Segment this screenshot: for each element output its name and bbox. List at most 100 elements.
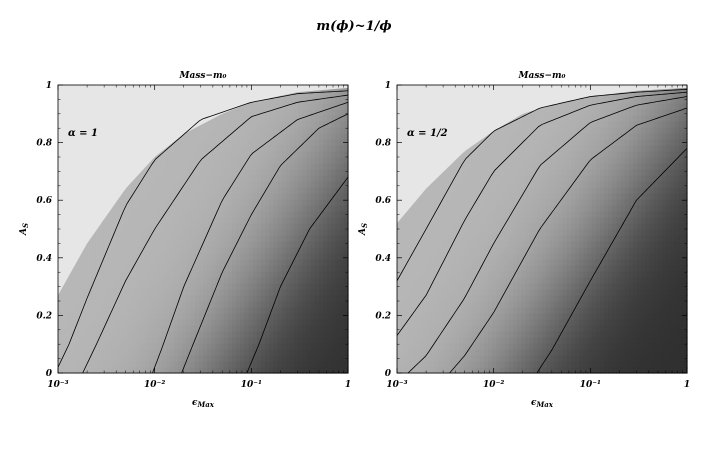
shading-cell [256,211,262,218]
shading-cell [331,265,337,272]
shading-cell [227,115,233,122]
shading-cell [198,277,204,284]
shading-cell [343,163,349,170]
shading-cell [417,241,423,248]
shading-cell [409,301,415,308]
shading-cell [319,223,324,230]
shading-cell [178,325,183,332]
shading-cell [405,229,411,236]
shading-cell [169,277,175,284]
shading-cell [413,277,419,284]
shading-cell [198,265,204,272]
shading-cell [211,223,217,230]
shading-cell [323,259,328,266]
shading-cell [136,211,142,218]
shading-cell [446,259,452,266]
shading-cell [136,193,142,200]
shading-cell [236,127,241,134]
shading-cell [463,223,469,230]
shading-cell [211,163,217,170]
shading-cell [484,199,489,206]
shading-cell [475,181,481,188]
shading-cell [165,163,171,170]
shading-cell [298,331,304,338]
shading-cell [426,325,431,332]
shading-cell [207,121,212,128]
shading-cell [496,157,502,164]
shading-cell [488,289,493,296]
shading-cell [500,337,506,344]
shading-cell [87,325,92,332]
shading-cell [446,181,452,188]
shading-cell [285,247,291,254]
shading-cell [87,319,92,326]
shading-cell [265,259,270,266]
shading-cell [277,271,283,278]
shading-cell [310,157,316,164]
shading-cell [273,241,279,248]
shading-cell [467,145,473,152]
shading-cell [223,199,229,206]
shading-cell [78,355,84,362]
shading-cell [203,145,208,152]
shading-cell [302,259,308,266]
shading-cell [343,361,349,368]
shading-cell [223,331,229,338]
shading-cell [467,217,473,224]
shading-cell [240,169,246,176]
shading-cell [236,115,241,122]
shading-cell [261,133,266,140]
shading-cell [157,187,163,194]
shading-cell [426,283,431,290]
shading-cell [128,337,134,344]
shading-cell [227,127,233,134]
shading-cell [508,295,514,302]
shading-cell [463,325,469,332]
shading-cell [310,319,316,326]
shading-cell [327,283,333,290]
shading-cell [149,259,154,266]
shading-cell [446,241,452,248]
shading-cell [335,175,341,182]
shading-cell [174,151,179,158]
shading-cell [310,367,316,374]
shading-cell [306,121,312,128]
shading-cell [261,139,266,146]
shading-cell [244,145,250,152]
shading-cell [215,349,221,356]
shading-cell [463,241,469,248]
shading-cell [149,181,154,188]
shading-cell [232,205,237,212]
shading-cell [517,331,522,338]
shading-cell [252,343,258,350]
shading-cell [128,301,134,308]
shading-cell [265,355,270,362]
shading-cell [335,115,341,122]
shading-cell [463,355,469,362]
shading-cell [319,337,324,344]
shading-cell [252,193,258,200]
shading-cell [319,235,324,242]
shading-cell [517,319,522,326]
shading-cell [186,265,192,272]
shading-cell [450,199,456,206]
shading-cell [78,331,84,338]
shading-cell [248,289,254,296]
shading-cell [442,217,448,224]
shading-cell [294,187,299,194]
shading-cell [232,301,237,308]
shading-cell [107,343,113,350]
shading-cell [314,91,320,98]
shading-cell [327,241,333,248]
shading-cell [521,343,527,350]
shading-cell [463,259,469,266]
shading-cell [521,361,527,368]
shading-cell [165,241,171,248]
shading-cell [421,349,427,356]
shading-cell [198,247,204,254]
shading-cell [219,223,225,230]
shading-cell [232,295,237,302]
shading-cell [107,289,113,296]
shading-cell [120,253,125,260]
shading-cell [265,211,270,218]
